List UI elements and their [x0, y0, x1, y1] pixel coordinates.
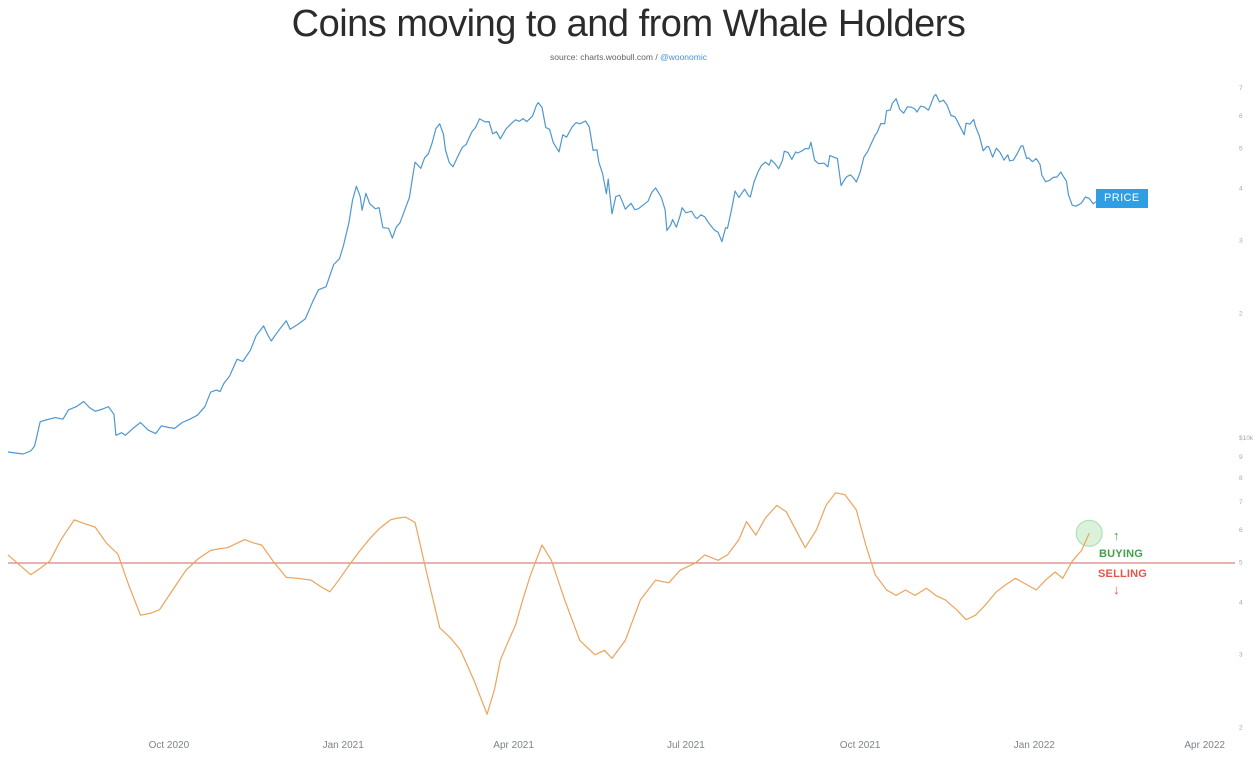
y-axis-label: 6 — [1239, 527, 1243, 534]
x-axis-label: Apr 2021 — [493, 740, 534, 751]
y-axis-label: 4 — [1239, 600, 1243, 607]
x-axis-label: Jul 2021 — [667, 740, 705, 751]
source-link[interactable]: @woonomic — [660, 52, 707, 62]
y-axis-label: 4 — [1239, 186, 1243, 193]
x-axis-label: Jan 2021 — [323, 740, 365, 751]
y-axis-label: 2 — [1239, 310, 1243, 317]
y-axis-label: 3 — [1239, 652, 1243, 659]
price-series-badge: PRICE — [1096, 189, 1148, 208]
selling-label: SELLING — [1098, 568, 1148, 580]
y-axis-label: 6 — [1239, 113, 1243, 120]
y-axis-label: 8 — [1239, 475, 1243, 482]
x-axis-label: Oct 2020 — [149, 740, 190, 751]
whale-flow-line — [7, 492, 1090, 715]
y-axis-label: 9 — [1239, 454, 1243, 461]
x-axis-label: Oct 2021 — [840, 740, 881, 751]
source-text: source: charts.woobull.com / — [550, 52, 661, 62]
y-axis-label: 7 — [1239, 85, 1243, 92]
y-axis-label: 3 — [1239, 238, 1243, 245]
y-axis-label: 7 — [1239, 499, 1243, 506]
y-axis-label: 5 — [1239, 146, 1243, 153]
y-axis-label: $10k — [1239, 435, 1254, 442]
page-title: Coins moving to and from Whale Holders — [291, 3, 966, 45]
x-axis-label: Jan 2022 — [1014, 740, 1056, 751]
selling-arrow-icon: ↓ — [1113, 582, 1120, 597]
x-axis-label: Apr 2022 — [1184, 740, 1225, 751]
buying-label: BUYING — [1099, 548, 1143, 560]
source-line: source: charts.woobull.com / @woonomic — [0, 52, 1257, 62]
y-axis-label: 2 — [1239, 724, 1243, 731]
buying-arrow-icon: ↑ — [1113, 528, 1120, 543]
price-line — [7, 93, 1098, 455]
y-axis-label: 5 — [1239, 560, 1243, 567]
